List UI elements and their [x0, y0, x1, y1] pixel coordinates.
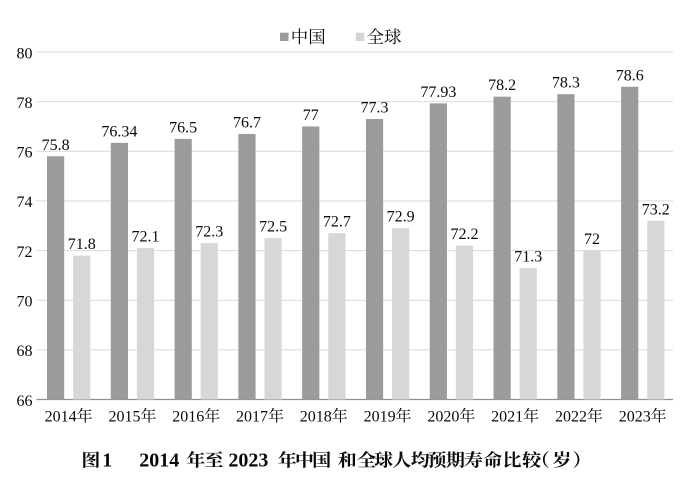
svg-text:75.8: 75.8	[42, 137, 70, 154]
svg-text:71.8: 71.8	[68, 236, 96, 253]
svg-text:2023: 2023	[228, 449, 268, 471]
svg-text:68: 68	[17, 343, 33, 360]
svg-text:2016: 2016	[172, 409, 204, 426]
svg-text:72.9: 72.9	[387, 209, 415, 226]
svg-text:72.2: 72.2	[450, 226, 478, 243]
svg-text:2015: 2015	[108, 409, 140, 426]
svg-text:72: 72	[584, 231, 600, 248]
svg-text:2022: 2022	[555, 409, 587, 426]
svg-text:2017: 2017	[236, 409, 268, 426]
svg-text:73.2: 73.2	[642, 201, 670, 218]
svg-text:2014: 2014	[139, 449, 179, 471]
svg-text:77.93: 77.93	[420, 84, 456, 101]
svg-text:2021: 2021	[491, 409, 523, 426]
svg-text:2014: 2014	[45, 409, 77, 426]
svg-text:76.34: 76.34	[101, 123, 137, 140]
svg-text:2020: 2020	[427, 409, 459, 426]
svg-text:71.3: 71.3	[514, 248, 542, 265]
svg-text:77.3: 77.3	[361, 100, 389, 117]
svg-text:76.5: 76.5	[169, 119, 197, 136]
svg-text:76: 76	[17, 145, 33, 162]
svg-text:72.3: 72.3	[195, 224, 223, 241]
svg-text:66: 66	[17, 393, 33, 410]
svg-text:72.5: 72.5	[259, 219, 287, 236]
svg-text:80: 80	[17, 45, 33, 62]
svg-text:78.3: 78.3	[552, 75, 580, 92]
svg-text:70: 70	[17, 294, 33, 311]
svg-text:2023: 2023	[619, 409, 651, 426]
svg-text:1: 1	[102, 449, 112, 471]
svg-text:78.2: 78.2	[488, 77, 516, 94]
svg-text:72.1: 72.1	[131, 229, 159, 246]
svg-text:2018: 2018	[300, 409, 332, 426]
svg-text:78.6: 78.6	[616, 67, 644, 84]
svg-text:77: 77	[303, 107, 319, 124]
svg-text:2019: 2019	[364, 409, 396, 426]
svg-text:72: 72	[17, 244, 33, 261]
svg-text:72.7: 72.7	[323, 214, 351, 231]
svg-text:74: 74	[17, 194, 33, 211]
svg-text:76.7: 76.7	[233, 114, 261, 131]
svg-text:78: 78	[17, 95, 33, 112]
